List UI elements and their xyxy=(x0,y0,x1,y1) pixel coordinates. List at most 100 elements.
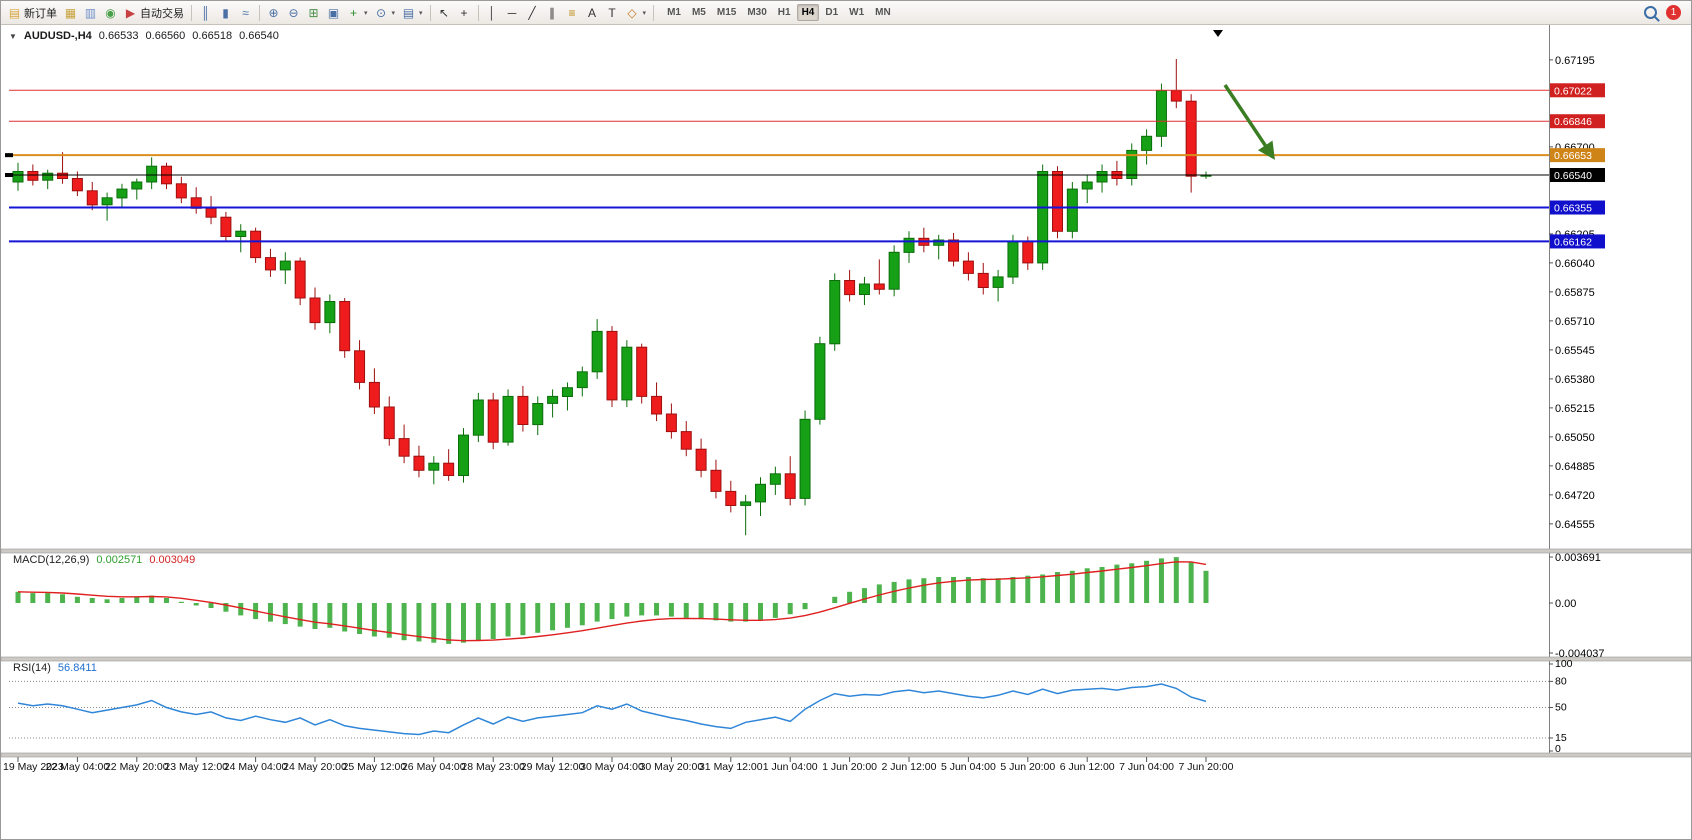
templates-button[interactable]: ▤ ▾ xyxy=(399,3,426,23)
search-icon[interactable] xyxy=(1644,6,1657,19)
svg-text:22 May 20:00: 22 May 20:00 xyxy=(105,761,169,773)
toolbar-separator xyxy=(477,4,479,21)
add-indicator-icon: + xyxy=(349,5,357,20)
label-button[interactable]: T xyxy=(603,3,622,23)
timeframe-toolbar: M1 M5 M15 M30 H1 H4 D1 W1 MN xyxy=(662,4,896,21)
one-click-trading-toggle[interactable]: ▼ xyxy=(9,31,17,41)
timeframe-h1-button[interactable]: H1 xyxy=(777,7,791,18)
price-axis[interactable]: 0.671950.667000.662050.660400.658750.657… xyxy=(1549,25,1692,755)
cursor-icon: ↖ xyxy=(439,5,450,20)
svg-text:22 May 04:00: 22 May 04:00 xyxy=(46,761,110,773)
svg-text:0.66162: 0.66162 xyxy=(1554,236,1592,248)
timeframe-m30-button[interactable]: M30 xyxy=(747,7,767,18)
horizontal-line-button[interactable]: ─ xyxy=(503,3,522,23)
dropdown-caret-icon: ▾ xyxy=(419,9,423,17)
timeframe-m15-button[interactable]: M15 xyxy=(716,7,737,18)
text-button[interactable]: A xyxy=(583,3,602,23)
vertical-line-button[interactable]: │ xyxy=(483,3,502,23)
chart-shift-marker[interactable] xyxy=(1213,30,1223,37)
bid-price-line[interactable] xyxy=(5,173,1549,177)
trendline-icon: ╱ xyxy=(528,5,536,20)
timeframe-w1-button[interactable]: W1 xyxy=(849,7,865,18)
candlestick-chart-icon: ▮ xyxy=(222,5,229,20)
macd-axis[interactable]: 0.003691 0.00 -0.004037 xyxy=(1549,552,1605,660)
toolbar-separator xyxy=(653,4,655,21)
timeframe-m1-button[interactable]: M1 xyxy=(667,7,681,18)
candlestick-series xyxy=(12,59,1212,536)
svg-text:0.64720: 0.64720 xyxy=(1555,490,1595,502)
crosshair-button[interactable]: + xyxy=(455,3,474,23)
trend-arrow-annotation[interactable] xyxy=(1223,84,1275,160)
arrange-windows-button[interactable]: ▣ xyxy=(324,3,343,23)
bar-chart-button[interactable]: ║ xyxy=(196,3,215,23)
svg-text:26 May 04:00: 26 May 04:00 xyxy=(402,761,466,773)
toolbar-separator xyxy=(429,4,431,21)
macd-name: MACD(12,26,9) xyxy=(13,554,90,566)
svg-text:0.003691: 0.003691 xyxy=(1555,552,1601,564)
periods-button[interactable]: ⊙ ▾ xyxy=(372,3,399,23)
indicators-button[interactable]: + ▾ xyxy=(344,3,371,23)
arrange-windows-icon: ▣ xyxy=(327,5,340,20)
tile-windows-button[interactable]: ⊞ xyxy=(304,3,323,23)
channel-button[interactable]: ∥ xyxy=(543,3,562,23)
svg-text:0.65380: 0.65380 xyxy=(1555,374,1595,386)
auto-trading-button[interactable]: ▶ 自动交易 xyxy=(121,3,187,23)
svg-text:-0.004037: -0.004037 xyxy=(1555,648,1605,660)
vertical-line-icon: │ xyxy=(488,5,496,20)
new-order-button[interactable]: ▤ 新订单 xyxy=(5,3,60,23)
symbol-period-label: AUDUSD-,H4 xyxy=(23,30,92,42)
rsi-panel-separator[interactable] xyxy=(1,656,1692,662)
cursor-button[interactable]: ↖ xyxy=(435,3,454,23)
timeframe-d1-button[interactable]: D1 xyxy=(825,7,839,18)
rsi-value: 56.8411 xyxy=(57,662,97,674)
market-watch-button[interactable]: ▥ xyxy=(81,3,100,23)
svg-text:0.67022: 0.67022 xyxy=(1554,85,1592,97)
trendline-button[interactable]: ╱ xyxy=(523,3,542,23)
horizontal-line-icon: ─ xyxy=(507,5,517,20)
svg-text:5 Jun 20:00: 5 Jun 20:00 xyxy=(1000,761,1055,773)
svg-text:25 May 12:00: 25 May 12:00 xyxy=(343,761,407,773)
svg-text:0.65710: 0.65710 xyxy=(1555,316,1595,328)
svg-text:100: 100 xyxy=(1555,658,1573,670)
svg-text:0.64885: 0.64885 xyxy=(1555,461,1595,473)
rsi-axis[interactable]: 100 80 50 150 xyxy=(1549,658,1573,755)
svg-text:2 Jun 12:00: 2 Jun 12:00 xyxy=(882,761,937,773)
timeframe-mn-button[interactable]: MN xyxy=(875,7,891,18)
svg-text:24 May 20:00: 24 May 20:00 xyxy=(283,761,347,773)
charts-window-button[interactable]: ▦ xyxy=(61,3,80,23)
zoom-in-button[interactable]: ⊕ xyxy=(264,3,283,23)
time-axis-separator[interactable] xyxy=(1,752,1692,758)
bar-chart-icon: ║ xyxy=(201,5,210,20)
svg-text:29 May 12:00: 29 May 12:00 xyxy=(521,761,585,773)
data-refresh-button[interactable]: ◉ xyxy=(101,3,120,23)
main-toolbar: ▤ 新订单 ▦ ▥ ◉ ▶ 自动交易 ║ ▮ ≈ ⊕ ⊖ ⊞ ▣ + ▾ ⊙ ▾ ▤ ▾ ↖ + │ ─ ╱ ∥ ≡ A T ◇ ▾ M1 M5… xyxy=(1,1,1691,25)
svg-text:23 May 12:00: 23 May 12:00 xyxy=(164,761,228,773)
zoom-out-button[interactable]: ⊖ xyxy=(284,3,303,23)
dropdown-caret-icon: ▾ xyxy=(642,9,647,17)
svg-text:0.65545: 0.65545 xyxy=(1555,345,1595,357)
pivot-line[interactable] xyxy=(5,153,1549,158)
timeframe-m5-button[interactable]: M5 xyxy=(691,7,706,18)
zoom-out-icon: ⊖ xyxy=(288,5,299,20)
svg-text:0.66540: 0.66540 xyxy=(1554,170,1592,182)
candlestick-chart-button[interactable]: ▮ xyxy=(216,3,235,23)
low-price-label: 0.66518 xyxy=(192,30,233,42)
svg-text:0.65050: 0.65050 xyxy=(1555,432,1595,444)
svg-text:7 Jun 20:00: 7 Jun 20:00 xyxy=(1179,761,1234,773)
timeframe-h4-button[interactable]: H4 xyxy=(796,4,820,21)
chart-window-icon: ▦ xyxy=(64,5,77,20)
shapes-button[interactable]: ◇ ▾ xyxy=(623,3,650,23)
zoom-in-icon: ⊕ xyxy=(268,5,279,20)
auto-trading-icon: ▶ xyxy=(125,5,136,20)
line-chart-button[interactable]: ≈ xyxy=(236,3,255,23)
notification-badge[interactable]: 1 xyxy=(1666,5,1681,20)
shapes-icon: ◇ xyxy=(627,5,637,20)
macd-panel-separator[interactable] xyxy=(1,548,1692,554)
fibonacci-button[interactable]: ≡ xyxy=(563,3,582,23)
macd-signal-line xyxy=(17,561,1207,642)
rsi-indicator-label: RSI(14) 56.8411 xyxy=(13,662,97,674)
toolbar-separator xyxy=(191,4,192,21)
svg-text:1 Jun 20:00: 1 Jun 20:00 xyxy=(822,761,877,773)
